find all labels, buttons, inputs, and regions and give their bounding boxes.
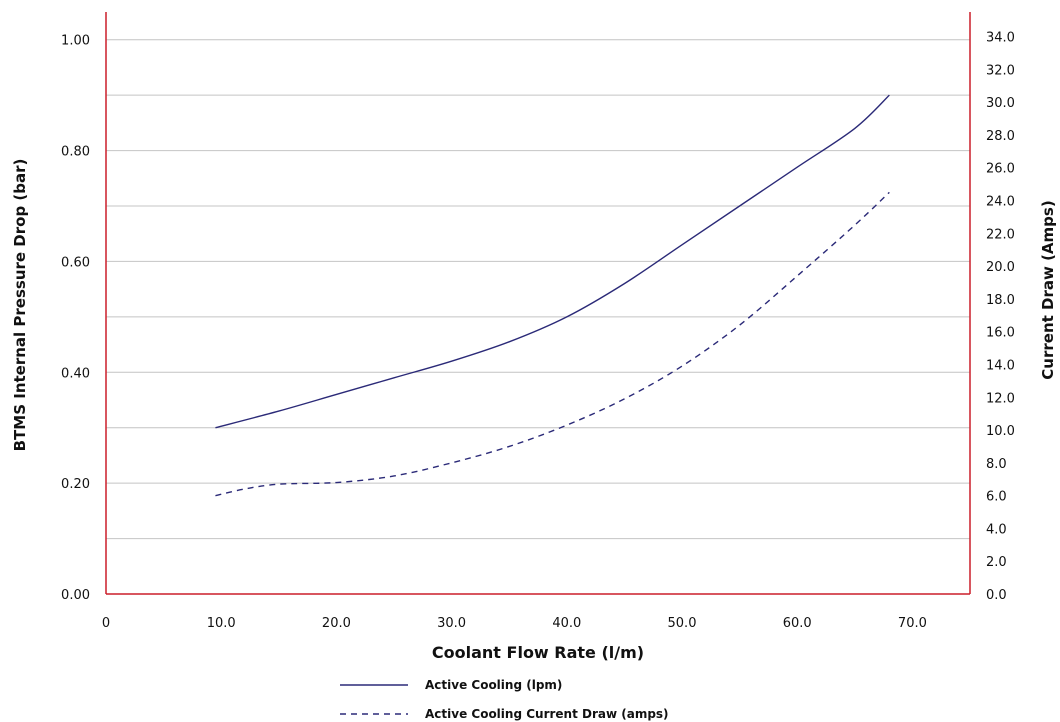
y-right-tick-label: 8.0 bbox=[986, 457, 1007, 472]
y-right-tick-label: 6.0 bbox=[986, 490, 1007, 505]
series-layer bbox=[215, 94, 890, 497]
legend-label-current-draw: Active Cooling Current Draw (amps) bbox=[425, 707, 669, 721]
y-right-tick-label: 12.0 bbox=[986, 391, 1015, 406]
y-left-tick-label: 0.20 bbox=[61, 477, 90, 492]
y-right-tick-label: 32.0 bbox=[986, 63, 1015, 78]
y-axis-right-title: Current Draw (Amps) bbox=[1039, 200, 1057, 379]
tick-layer: 0 10.0 20.0 30.0 40.0 50.0 60.0 70.0 0.00 0.20 0.4… bbox=[61, 31, 1015, 631]
y-axis-left-title: BTMS Internal Pressure Drop (bar) bbox=[11, 159, 29, 452]
y-left-tick-label: 0.00 bbox=[61, 588, 90, 603]
y-right-tick-label: 28.0 bbox=[986, 129, 1015, 144]
y-right-tick-label: 14.0 bbox=[986, 358, 1015, 373]
y-right-tick-label: 2.0 bbox=[986, 555, 1007, 570]
series-line-active-cooling bbox=[215, 94, 890, 429]
x-tick-label: 60.0 bbox=[783, 616, 812, 631]
x-tick-label: 50.0 bbox=[668, 616, 697, 631]
legend-label-active-cooling: Active Cooling (lpm) bbox=[425, 678, 562, 692]
y-right-tick-label: 4.0 bbox=[986, 522, 1007, 537]
y-left-tick-label: 1.00 bbox=[61, 34, 90, 49]
x-tick-label: 20.0 bbox=[322, 616, 351, 631]
y-right-tick-label: 22.0 bbox=[986, 227, 1015, 242]
y-left-tick-label: 0.60 bbox=[61, 255, 90, 270]
x-tick-label: 70.0 bbox=[898, 616, 927, 631]
y-right-tick-label: 34.0 bbox=[986, 31, 1015, 46]
x-tick-label: 10.0 bbox=[207, 616, 236, 631]
y-right-tick-label: 24.0 bbox=[986, 195, 1015, 210]
legend-item-current-draw: Active Cooling Current Draw (amps) bbox=[340, 707, 669, 721]
y-right-tick-label: 26.0 bbox=[986, 162, 1015, 177]
x-axis-title: Coolant Flow Rate (l/m) bbox=[432, 643, 644, 662]
y-right-tick-label: 18.0 bbox=[986, 293, 1015, 308]
y-left-tick-label: 0.40 bbox=[61, 366, 90, 381]
x-tick-label: 30.0 bbox=[437, 616, 466, 631]
y-right-tick-label: 20.0 bbox=[986, 260, 1015, 275]
y-right-tick-label: 16.0 bbox=[986, 326, 1015, 341]
series-line-current-draw bbox=[215, 191, 890, 497]
axis-layer bbox=[105, 12, 971, 595]
y-left-tick-label: 0.80 bbox=[61, 145, 90, 160]
y-right-tick-label: 10.0 bbox=[986, 424, 1015, 439]
y-right-tick-label: 30.0 bbox=[986, 96, 1015, 111]
grid-layer bbox=[106, 39, 970, 540]
legend-item-active-cooling: Active Cooling (lpm) bbox=[340, 678, 562, 692]
y-right-tick-label: 0.0 bbox=[986, 588, 1007, 603]
x-tick-label: 40.0 bbox=[552, 616, 581, 631]
x-tick-label: 0 bbox=[102, 616, 110, 631]
legend: Active Cooling (lpm) Active Cooling Curr… bbox=[340, 678, 669, 721]
